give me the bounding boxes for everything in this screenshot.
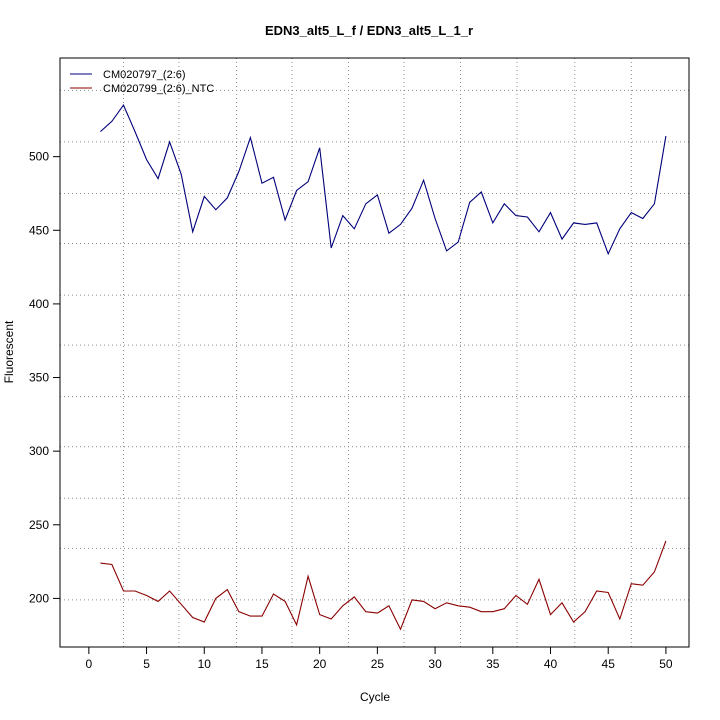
y-axis-label: Fluorescent	[2, 320, 16, 383]
x-tick-label: 35	[486, 657, 500, 671]
x-tick-label: 5	[143, 657, 150, 671]
x-axis: 0 5 10 15 20 25 30 35 40 45 50	[86, 646, 673, 671]
x-axis-label: Cycle	[360, 690, 390, 704]
y-tick-label: 350	[29, 371, 49, 385]
x-tick-label: 10	[198, 657, 212, 671]
x-tick-label: 50	[659, 657, 673, 671]
series-lines	[100, 103, 667, 631]
x-tick-label: 30	[428, 657, 442, 671]
x-tick-label: 25	[371, 657, 385, 671]
y-tick-label: 500	[29, 150, 49, 164]
legend-label: CM020799_(2:6)_NTC	[103, 83, 214, 95]
legend: CM020797_(2:6) CM020799_(2:6)_NTC	[70, 69, 214, 95]
grid-lines	[60, 58, 689, 647]
series-line-1	[100, 103, 667, 256]
x-tick-label: 0	[86, 657, 93, 671]
x-tick-label: 15	[255, 657, 269, 671]
y-tick-label: 200	[29, 591, 49, 605]
y-tick-label: 250	[29, 518, 49, 532]
series-line-2	[100, 540, 667, 631]
x-tick-label: 45	[602, 657, 616, 671]
y-tick-label: 400	[29, 297, 49, 311]
y-tick-label: 300	[29, 444, 49, 458]
x-tick-label: 40	[544, 657, 558, 671]
y-tick-label: 450	[29, 223, 49, 237]
chart-title: EDN3_alt5_L_f / EDN3_alt5_L_1_r	[265, 23, 473, 38]
legend-label: CM020797_(2:6)	[103, 69, 186, 81]
x-tick-label: 20	[313, 657, 327, 671]
y-axis: 200 250 300 350 400 450 500	[29, 150, 61, 605]
